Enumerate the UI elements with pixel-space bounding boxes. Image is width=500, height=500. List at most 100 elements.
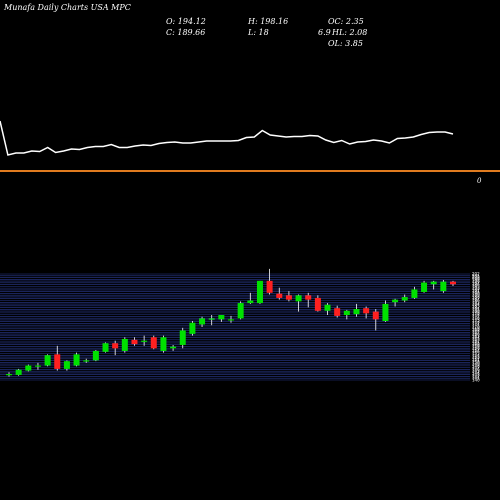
candle-body <box>314 297 321 311</box>
close-value: C: 189.66 <box>166 28 206 37</box>
candle <box>314 295 321 312</box>
y-tick-label: 149 <box>472 362 480 367</box>
candle <box>353 303 360 317</box>
candle <box>83 358 90 363</box>
candle <box>44 354 51 367</box>
candle <box>450 280 456 286</box>
low-value: L: 18 <box>248 28 269 37</box>
candle-body <box>392 299 399 303</box>
y-tick-label: 199 <box>472 277 480 282</box>
candle-body <box>179 330 186 345</box>
candle-body <box>102 343 109 352</box>
candle <box>54 345 61 371</box>
candle <box>199 316 206 327</box>
candle-body <box>353 309 360 315</box>
candle-body <box>285 295 292 300</box>
y-tick-label: 182 <box>472 305 480 310</box>
y-tick-label: 170 <box>472 325 480 330</box>
separator-marker: 0 <box>477 177 482 185</box>
y-tick-label: 202 <box>472 272 480 277</box>
y-tick-label: 188 <box>472 294 480 299</box>
y-tick-label: 165 <box>472 333 480 338</box>
y-tick-label: 198 <box>472 279 480 284</box>
candle-body <box>199 318 206 325</box>
candle <box>189 321 196 336</box>
candle-body <box>334 308 341 316</box>
candle <box>170 344 177 351</box>
y-tick-label: 157 <box>472 347 480 352</box>
y-tick-label: 172 <box>472 321 480 326</box>
candle-body <box>15 369 22 375</box>
y-tick-label: 167 <box>472 330 480 335</box>
candle-body <box>150 337 157 349</box>
candle-body <box>237 303 244 319</box>
y-tick-label: 187 <box>472 296 480 301</box>
y-tick-label: 168 <box>472 328 480 333</box>
candle <box>343 309 350 320</box>
candle-body <box>430 281 437 285</box>
price-line <box>0 120 454 156</box>
volume-separator <box>0 170 500 172</box>
y-tick-label: 183 <box>472 303 480 308</box>
y-tick-label: 192 <box>472 287 480 292</box>
y-tick-label: 195 <box>472 284 480 289</box>
candle <box>295 294 302 312</box>
candle-body <box>83 360 90 362</box>
candle-body <box>112 343 119 349</box>
candle-body <box>208 318 215 320</box>
candle <box>25 364 32 372</box>
hl-value: HL: 2.08 <box>332 28 368 37</box>
candle-body <box>218 315 225 320</box>
candle <box>141 335 148 346</box>
y-tick-label: 153 <box>472 355 480 360</box>
candle-body <box>170 346 177 349</box>
candle-body <box>160 337 167 351</box>
y-tick-label: 158 <box>472 346 480 351</box>
y-tick-label: 189 <box>472 293 480 298</box>
candle-body <box>256 280 263 304</box>
y-tick-label: 156 <box>472 349 480 354</box>
candle-body <box>131 339 138 345</box>
candle <box>401 294 408 303</box>
y-tick-label: 171 <box>472 323 480 328</box>
y-tick-label: 181 <box>472 307 480 312</box>
candle-body <box>121 338 128 351</box>
candle-body <box>228 319 234 321</box>
candle-body <box>450 281 456 285</box>
y-tick-label: 163 <box>472 337 480 342</box>
candle-body <box>6 374 12 376</box>
candle <box>112 340 119 356</box>
y-tick-label: 180 <box>472 309 480 314</box>
y-tick-label: 143 <box>472 372 480 377</box>
candle-body <box>440 281 447 292</box>
change-value: 6.9 <box>318 28 331 37</box>
y-tick-label: 178 <box>472 312 480 317</box>
candle <box>208 315 215 326</box>
candle <box>372 309 379 331</box>
y-tick-label: 176 <box>472 316 480 321</box>
candle <box>285 291 292 302</box>
y-axis-ticks: 2022012001991981971961951931921911901891… <box>472 272 480 383</box>
candle <box>179 327 186 349</box>
y-tick-label: 146 <box>472 367 480 372</box>
y-tick-label: 175 <box>472 317 480 322</box>
candlestick-chart <box>6 268 456 377</box>
open-value: O: 194.12 <box>166 17 206 26</box>
candle-body <box>44 355 51 366</box>
candle-body <box>421 282 428 292</box>
y-tick-label: 160 <box>472 342 480 347</box>
candle <box>411 286 418 299</box>
candle-body <box>34 365 41 367</box>
y-tick-label: 148 <box>472 363 480 368</box>
candle-body <box>382 303 389 322</box>
y-tick-label: 186 <box>472 298 480 303</box>
candle <box>382 300 389 322</box>
candle <box>92 350 99 362</box>
candle <box>237 301 244 320</box>
candle <box>218 315 225 322</box>
y-tick-label: 184 <box>472 302 480 307</box>
candle <box>6 372 12 377</box>
candle <box>73 352 80 367</box>
y-tick-label: 191 <box>472 289 480 294</box>
